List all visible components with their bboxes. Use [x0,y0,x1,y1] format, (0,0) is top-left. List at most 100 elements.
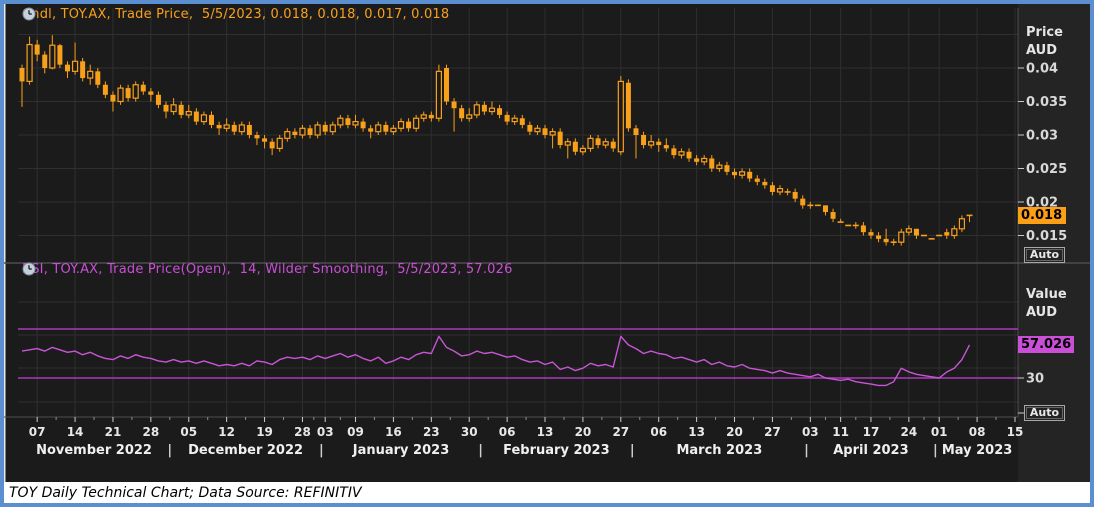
candle[interactable] [527,121,533,135]
candle[interactable] [534,124,541,135]
candle[interactable] [223,118,230,132]
candle[interactable] [905,225,912,236]
candle[interactable] [800,195,806,209]
candle[interactable] [140,81,146,95]
candle[interactable] [497,104,503,119]
rsi-series-legend[interactable]: RSI, TOY.AX, Trade Price(Open), 14, Wild… [22,262,513,277]
candle[interactable] [511,114,518,125]
candle[interactable] [443,64,449,105]
candle[interactable] [170,98,177,115]
candle[interactable] [958,215,966,233]
candle[interactable] [504,111,510,125]
candle[interactable] [716,161,723,172]
candle[interactable] [913,228,919,239]
candle[interactable] [557,128,563,149]
price-axis-auto-button[interactable]: Auto [1024,247,1065,263]
candle[interactable] [19,64,25,107]
candle[interactable] [944,228,950,239]
candle[interactable] [686,148,692,162]
candle[interactable] [299,124,306,139]
candle[interactable] [102,81,108,99]
candle[interactable] [110,91,116,112]
candle[interactable] [459,104,465,122]
candle[interactable] [762,178,768,189]
candle[interactable] [701,155,708,166]
candle[interactable] [329,121,336,135]
candle[interactable] [595,135,601,149]
candle[interactable] [262,135,268,149]
candle[interactable] [822,205,828,216]
candle[interactable] [898,228,905,246]
candle[interactable] [776,185,784,196]
candle[interactable] [284,128,291,142]
candle[interactable] [193,108,199,125]
candle[interactable] [694,155,700,166]
candle[interactable] [966,214,973,223]
candle[interactable] [390,124,397,135]
rsi-axis-auto-button[interactable]: Auto [1024,405,1065,421]
candle[interactable] [466,108,473,122]
candle[interactable] [876,232,882,243]
candle[interactable] [473,101,480,119]
candle[interactable] [42,51,48,74]
candle[interactable] [579,145,587,156]
candle[interactable] [572,138,578,156]
candle[interactable] [360,118,366,132]
candle[interactable] [868,228,874,239]
candle[interactable] [246,121,252,139]
candle[interactable] [648,135,655,149]
candle[interactable] [292,128,298,139]
candle[interactable] [125,84,131,102]
candle[interactable] [837,218,844,223]
candle[interactable] [80,57,86,82]
candle[interactable] [890,238,897,246]
candle[interactable] [481,101,487,115]
candle[interactable] [132,81,139,102]
candle[interactable] [617,76,624,156]
candle[interactable] [231,121,237,135]
candle[interactable] [610,138,616,152]
candle[interactable] [732,168,738,179]
candle[interactable] [276,135,283,152]
candle[interactable] [709,155,715,172]
candle[interactable] [724,161,730,176]
candle[interactable] [549,128,556,149]
candle[interactable] [428,111,434,122]
candle[interactable] [420,111,427,122]
candle[interactable] [792,188,798,202]
candle[interactable] [368,124,374,139]
candle[interactable] [71,42,79,75]
candle[interactable] [34,39,40,62]
candle[interactable] [451,98,457,132]
candle[interactable] [747,168,753,182]
candle[interactable] [64,61,70,79]
candle[interactable] [784,188,791,196]
candle[interactable] [49,35,56,70]
candle[interactable] [163,101,169,119]
candle[interactable] [155,91,161,109]
candle[interactable] [200,111,208,125]
candle[interactable] [117,84,124,105]
candle[interactable] [314,121,321,139]
candle[interactable] [830,208,836,223]
candle[interactable] [883,228,889,246]
candle[interactable] [383,121,389,135]
candle[interactable] [671,145,677,159]
candle[interactable] [633,124,639,159]
candle[interactable] [216,121,222,135]
candle[interactable] [337,114,344,129]
candle[interactable] [209,111,214,129]
candle[interactable] [269,138,275,156]
candle[interactable] [807,202,814,209]
candle[interactable] [488,101,496,115]
candle[interactable] [542,124,548,139]
candle[interactable] [352,114,359,129]
candle[interactable] [663,138,669,152]
candle[interactable] [860,222,866,236]
candle[interactable] [641,131,647,149]
rsi-line[interactable] [21,335,971,387]
candle[interactable] [397,118,405,132]
candle[interactable] [602,138,609,149]
candle[interactable] [238,121,245,135]
candle[interactable] [435,64,442,122]
